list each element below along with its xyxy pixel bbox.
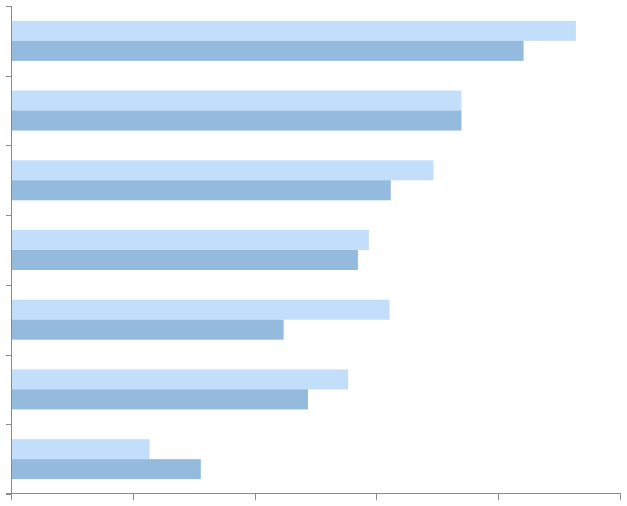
bar-series-2-category-6 (12, 389, 308, 410)
bar-series-2-category-3 (12, 180, 391, 201)
axes-layer (6, 6, 621, 500)
bar-series-1-category-2 (12, 90, 462, 111)
bar-series-1-category-7 (12, 439, 150, 460)
bar-series-2-category-1 (12, 40, 524, 61)
bar-series-2-category-5 (12, 319, 284, 340)
bar-series-1-category-1 (12, 20, 576, 41)
bar-series-2-category-7 (12, 459, 201, 480)
bar-series-1-category-3 (12, 160, 434, 181)
bar-series-1-category-6 (12, 369, 349, 390)
bars-layer (12, 20, 576, 480)
bar-series-2-category-2 (12, 110, 462, 131)
bar-series-1-category-4 (12, 230, 369, 250)
bar-series-1-category-5 (12, 299, 390, 320)
bar-series-2-category-4 (12, 250, 358, 270)
